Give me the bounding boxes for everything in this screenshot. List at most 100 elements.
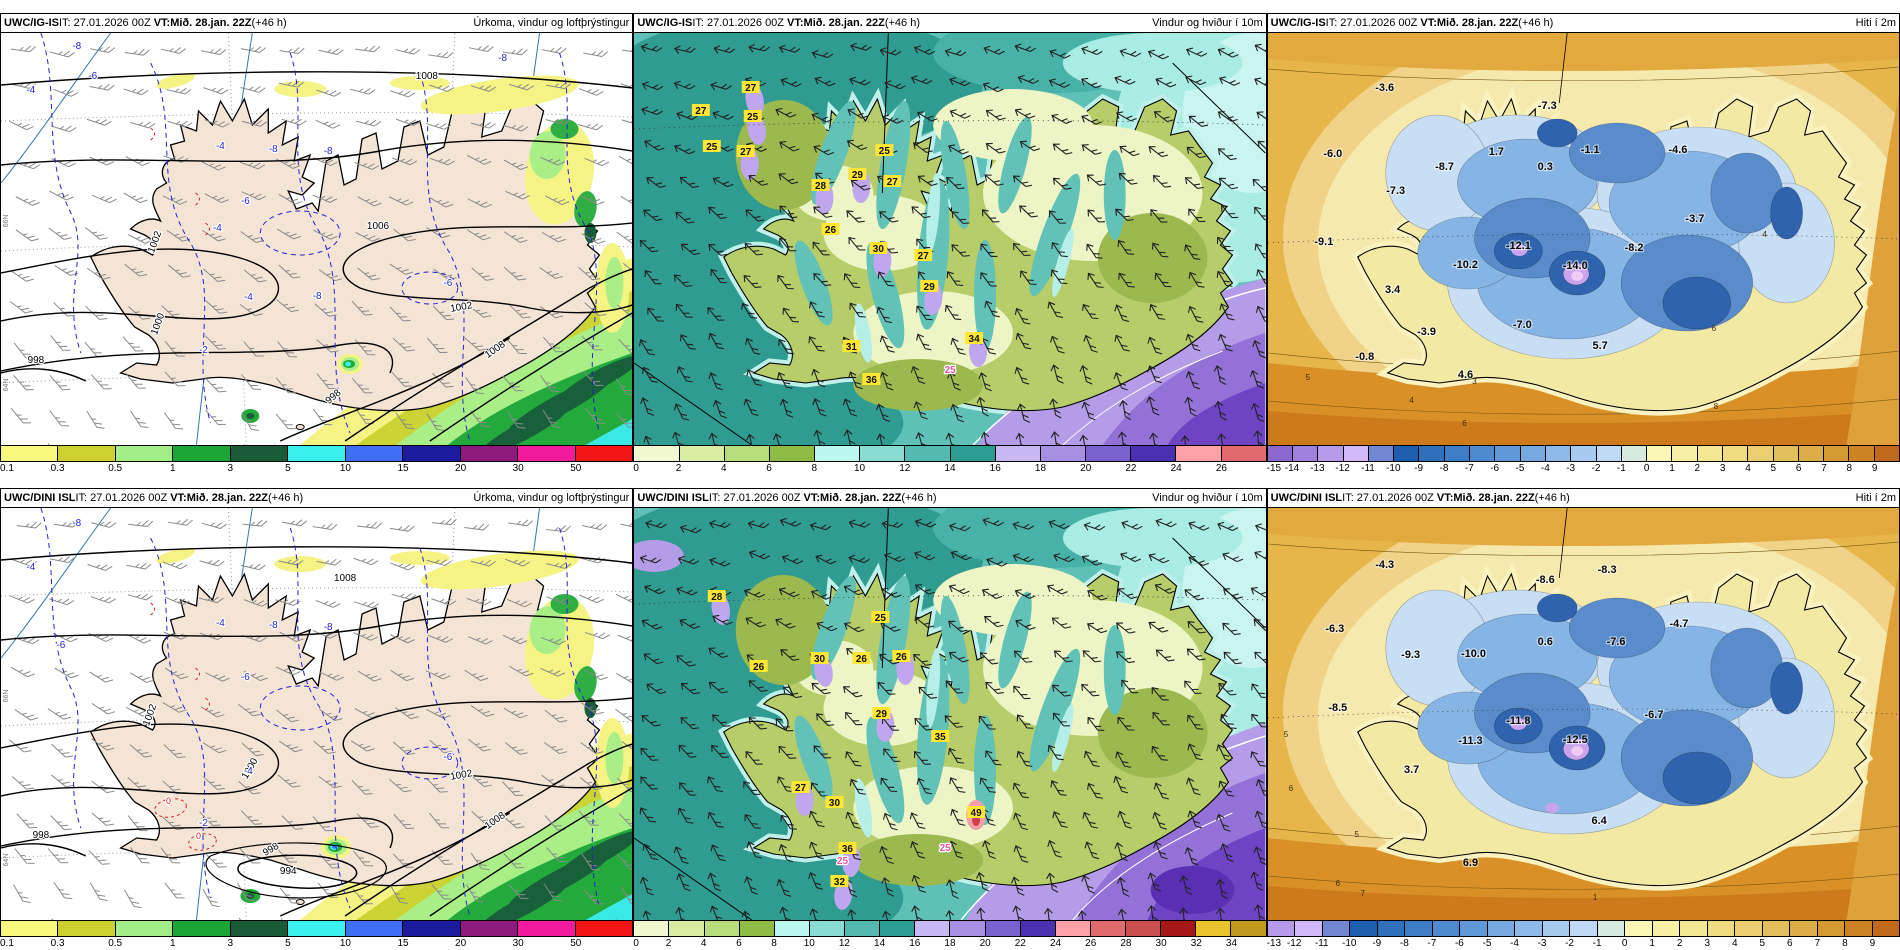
wind-arrow-icon — [980, 777, 997, 793]
wind-arrow-icon — [879, 211, 899, 223]
colorbar — [633, 446, 1267, 462]
wind-barb-icon — [580, 194, 605, 206]
map-shape — [289, 52, 351, 434]
graticule-label: 64N — [3, 379, 10, 392]
isotherm-label: -4 — [26, 85, 35, 96]
wind-arrow-icon — [1053, 143, 1073, 155]
wind-arrow-icon — [1187, 810, 1203, 829]
wind-arrow-icon — [778, 173, 799, 185]
wind-arrow-icon — [915, 616, 935, 628]
wind-barb-icon — [354, 601, 380, 609]
wind-barb-icon — [91, 703, 116, 715]
wind-barb-icon — [469, 773, 492, 787]
wind-barb-icon — [508, 883, 529, 899]
wind-barb-icon — [122, 336, 144, 352]
wind-barb-icon — [577, 123, 603, 131]
wind-barb-icon — [205, 672, 230, 682]
wind-arrow-icon — [914, 550, 936, 561]
wind-barb-icon — [470, 852, 490, 871]
map-shape — [150, 127, 210, 236]
colorbar-segment — [517, 921, 575, 936]
wind-arrow-icon — [748, 716, 768, 730]
wind-arrow-icon — [1253, 846, 1266, 866]
colorbar-label: 9 — [1871, 463, 1878, 474]
wind-arrow-icon — [916, 333, 932, 351]
wind-arrow-icon — [1047, 839, 1063, 858]
wind-arrow-icon — [814, 76, 836, 87]
wind-barb-icon — [318, 775, 342, 789]
wind-arrow-icon — [777, 274, 795, 290]
wind-arrow-icon — [849, 302, 867, 318]
wind-barb-icon — [470, 559, 496, 567]
init-label: IT: — [692, 17, 704, 29]
gust-value: 30 — [829, 798, 841, 809]
lead-time: (+46 h) — [268, 492, 304, 504]
shaded-region — [1662, 751, 1731, 805]
wind-barb-icon — [429, 739, 452, 754]
wind-barb-icon — [201, 48, 227, 56]
wind-barb-icon — [13, 342, 34, 359]
init-time: 27.01.2026 00Z — [723, 492, 801, 504]
wind-arrow-icon — [642, 366, 659, 383]
shaded-region — [1536, 593, 1578, 623]
colorbar-segment — [1519, 446, 1545, 461]
colorbar-segment — [808, 921, 845, 936]
wind-barb-icon — [50, 774, 74, 788]
isotherm-label: -6 — [56, 640, 65, 651]
wind-barb-icon — [86, 267, 111, 280]
wind-barb-icon — [203, 268, 226, 282]
wind-barb-icon — [468, 305, 492, 318]
wind-arrow-icon — [1086, 243, 1103, 259]
wind-barb-icon — [128, 234, 153, 244]
wind-arrow-icon — [884, 552, 906, 563]
wind-arrow-icon — [1013, 812, 1029, 831]
wind-arrow-icon — [1184, 680, 1202, 694]
map-shape — [1, 546, 633, 564]
shaded-region — [998, 591, 1033, 689]
map-shape — [344, 268, 633, 442]
wind-arrow-icon — [672, 431, 686, 445]
colorbar-segment — [1220, 446, 1266, 461]
wind-barb-icon — [53, 302, 75, 317]
wind-barb-icon — [243, 599, 269, 607]
wind-arrow-icon — [911, 874, 927, 893]
wind-arrow-icon — [1053, 553, 1075, 563]
valid-label: VT: — [787, 17, 804, 29]
wind-barb-icon — [541, 231, 566, 243]
wind-barb-icon — [580, 702, 604, 715]
map-shape — [559, 52, 600, 434]
wind-arrow-icon — [708, 372, 724, 391]
map-shape — [150, 62, 211, 424]
wind-barb-icon — [319, 671, 344, 681]
gust-value: 25 — [707, 142, 719, 153]
isotherm-label: -2 — [199, 818, 208, 829]
gust-value: 26 — [896, 652, 908, 663]
valid-time: Mið. 28.jan. 22Z — [1436, 17, 1519, 29]
wind-arrow-icon — [979, 715, 996, 730]
map-shape — [1558, 33, 1568, 104]
wind-barb-icon — [14, 848, 35, 864]
colorbar-label: 7 — [1821, 463, 1827, 474]
wind-arrow-icon — [1050, 780, 1067, 796]
wind-barb-icon — [503, 853, 525, 869]
panel-title: Vindur og hviður í 10m — [1152, 492, 1263, 504]
wind-arrow-icon — [945, 432, 960, 445]
gust-value-box — [821, 223, 840, 235]
shaded-region — [1098, 213, 1208, 303]
temperature-value: -7.3 — [1386, 185, 1405, 197]
gust-value-box — [892, 650, 911, 662]
init-time: 27.01.2026 00Z — [706, 17, 785, 29]
shaded-region — [974, 240, 997, 350]
map-shape — [1, 139, 633, 166]
colorbar-segment — [904, 446, 950, 461]
colorbar-segment — [1823, 446, 1849, 461]
wind-arrow-icon — [1121, 679, 1139, 694]
wind-arrow-icon — [1222, 552, 1244, 563]
wind-arrow-icon — [640, 43, 663, 53]
wind-arrow-icon — [1015, 307, 1031, 325]
wind-arrow-icon — [982, 588, 1003, 600]
wind-arrow-icon — [1216, 744, 1232, 762]
wind-barb-icon — [357, 267, 380, 281]
wind-barb-icon — [546, 525, 571, 533]
temperature-value: -8.3 — [1597, 564, 1616, 576]
